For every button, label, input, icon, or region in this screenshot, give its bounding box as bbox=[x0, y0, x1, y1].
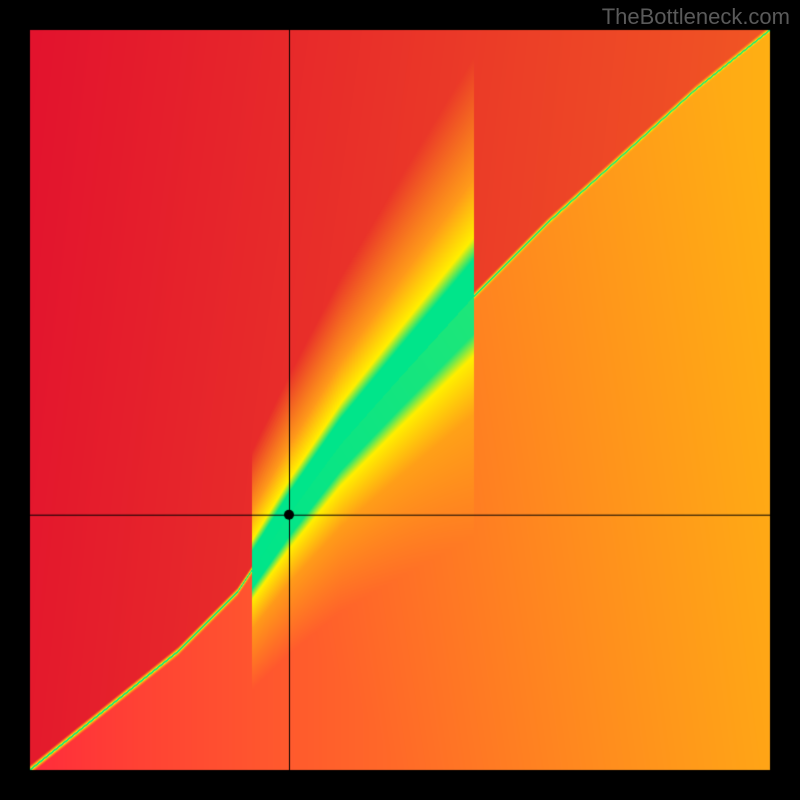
watermark-text: TheBottleneck.com bbox=[602, 4, 790, 30]
chart-container: { "watermark": { "text": "TheBottleneck.… bbox=[0, 0, 800, 800]
bottleneck-heatmap bbox=[0, 0, 800, 800]
